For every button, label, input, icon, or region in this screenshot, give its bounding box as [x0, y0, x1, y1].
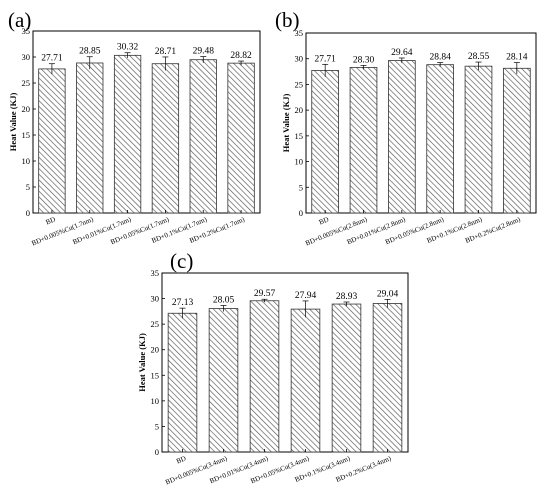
y-tick-label: 10 — [22, 156, 31, 166]
bar — [38, 68, 66, 214]
x-tick-label: BD+0.005%Cu(2.8nm) — [304, 215, 369, 247]
bar — [331, 303, 362, 453]
y-tick-label: 20 — [295, 105, 304, 115]
y-tick-label: 0 — [26, 208, 30, 218]
data-label: 28.84 — [429, 53, 451, 63]
plot-frame — [161, 272, 409, 453]
data-label: 28.55 — [468, 52, 490, 62]
y-tick-label: 0 — [299, 208, 303, 218]
x-tick-label: BD — [175, 454, 187, 465]
data-label: 29.57 — [254, 289, 276, 299]
y-tick-label: 35 — [295, 28, 304, 38]
panel-label: (a) — [8, 8, 31, 32]
y-tick-label: 15 — [22, 130, 31, 140]
bar — [388, 60, 416, 214]
bar — [227, 62, 255, 214]
bar — [113, 54, 142, 214]
y-tick-label: 5 — [299, 182, 303, 192]
plot-frame — [32, 30, 261, 214]
chart-panel-2: (b) 0 5 10 15 20 25 30 35 Heat Value (KJ) 27.71 BD 2… — [275, 8, 537, 247]
bar — [349, 67, 378, 214]
chart-panel-1: (a) 0 5 10 15 20 25 30 35 Heat Value (KJ) 27.71 BD 2… — [8, 8, 261, 247]
bar — [249, 300, 280, 453]
bar — [372, 303, 403, 453]
data-label: 27.71 — [314, 54, 336, 64]
y-tick-label: 25 — [151, 319, 160, 329]
data-label: 28.85 — [79, 47, 101, 57]
data-label: 28.30 — [353, 55, 375, 65]
plot-frame — [305, 32, 537, 214]
y-tick-label: 15 — [151, 370, 160, 380]
x-tick-label: BD — [45, 215, 57, 226]
data-label: 28.14 — [506, 53, 528, 63]
y-axis-label: Heat Value (KJ) — [137, 333, 147, 392]
y-tick-label: 25 — [22, 78, 31, 88]
y-axis-label: Heat Value (KJ) — [281, 94, 291, 153]
data-label: 30.32 — [117, 43, 139, 53]
y-tick-label: 5 — [155, 421, 159, 431]
y-tick-label: 20 — [151, 345, 160, 355]
bar — [151, 63, 180, 214]
data-label: 27.94 — [295, 291, 317, 301]
bar — [311, 70, 339, 214]
data-label: 27.71 — [41, 54, 63, 64]
bar — [208, 308, 239, 453]
data-label: 29.48 — [193, 47, 215, 57]
y-tick-label: 5 — [26, 182, 30, 192]
chart-panel-3: (c) 0 5 10 15 20 25 30 35 Heat Value (KJ) 27.13 BD 2… — [137, 249, 409, 486]
panel-label: (b) — [275, 8, 300, 32]
y-tick-label: 15 — [295, 131, 304, 141]
y-axis-label: Heat Value (KJ) — [8, 93, 18, 152]
bar — [189, 59, 217, 214]
data-label: 28.05 — [213, 295, 235, 305]
y-tick-label: 30 — [295, 54, 304, 64]
y-tick-label: 35 — [22, 26, 31, 36]
data-label: 28.71 — [155, 47, 177, 57]
y-tick-label: 10 — [295, 157, 304, 167]
bar — [503, 67, 531, 214]
data-label: 27.13 — [172, 298, 194, 308]
bar — [76, 62, 104, 214]
y-tick-label: 20 — [22, 104, 31, 114]
panel-label: (c) — [170, 249, 193, 273]
bar — [167, 312, 198, 453]
y-tick-label: 35 — [151, 268, 160, 278]
y-tick-label: 10 — [151, 396, 160, 406]
y-tick-label: 30 — [151, 294, 160, 304]
y-tick-label: 25 — [295, 79, 304, 89]
data-label: 28.82 — [230, 51, 252, 61]
data-label: 28.93 — [336, 292, 358, 302]
bar — [290, 308, 321, 453]
y-tick-label: 30 — [22, 52, 31, 62]
data-label: 29.64 — [391, 48, 413, 58]
x-tick-label: BD+0.005%Cu(1.7nm) — [31, 215, 96, 247]
y-tick-label: 0 — [155, 447, 159, 457]
data-label: 29.04 — [377, 289, 399, 299]
x-tick-label: BD — [318, 215, 330, 226]
bar — [464, 65, 493, 214]
bar — [426, 64, 454, 214]
